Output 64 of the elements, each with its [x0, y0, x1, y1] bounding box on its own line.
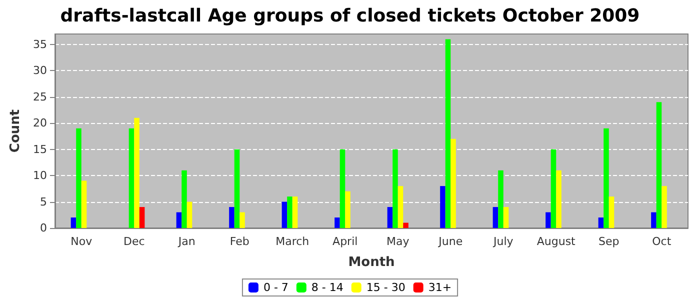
bar	[287, 196, 292, 228]
y-tick-label: 5	[40, 195, 47, 208]
bar	[76, 128, 82, 228]
bar	[403, 222, 408, 228]
x-tick-label: July	[492, 235, 514, 248]
bar	[282, 202, 288, 228]
bar	[234, 149, 240, 228]
bar	[128, 128, 134, 228]
bar	[340, 149, 346, 228]
bar	[387, 207, 393, 228]
x-tick-label: August	[536, 235, 576, 248]
y-tick-label: 20	[33, 116, 47, 130]
bar	[229, 207, 234, 228]
bar	[398, 186, 404, 228]
bar	[345, 191, 350, 228]
bar	[556, 170, 562, 228]
y-axis-title: Count	[8, 109, 24, 153]
bar	[550, 149, 556, 228]
bar	[445, 39, 451, 228]
bar	[182, 170, 187, 228]
x-tick-label: Jan	[177, 235, 196, 248]
x-tick-label: Dec	[123, 235, 145, 248]
legend-label: 31+	[428, 281, 452, 294]
legend-label: 0 - 7	[263, 281, 288, 294]
x-tick-label: Nov	[70, 235, 93, 248]
y-tick-label: 35	[33, 38, 47, 51]
y-tick-label: 25	[33, 90, 47, 104]
x-tick-label: April	[332, 235, 358, 248]
x-tick-label: March	[276, 235, 310, 248]
bar	[498, 170, 504, 228]
bar	[656, 102, 662, 228]
bar	[662, 186, 667, 228]
bar	[292, 196, 298, 228]
y-tick-label: 10	[33, 169, 47, 182]
bar	[598, 218, 604, 228]
bar	[440, 186, 446, 228]
bar	[604, 128, 609, 228]
bar	[546, 212, 551, 228]
x-tick-label: Sep	[598, 235, 620, 248]
bar	[392, 149, 398, 228]
y-tick-label: 15	[33, 142, 47, 156]
y-tick-label: 0	[40, 222, 47, 234]
bar	[134, 118, 140, 228]
x-tick-label: June	[438, 235, 463, 248]
bar	[334, 218, 340, 228]
x-axis-title: Month	[348, 255, 395, 270]
bar	[186, 202, 192, 228]
bar	[81, 180, 87, 228]
bar	[608, 196, 614, 228]
bar	[139, 207, 145, 228]
legend-label: 8 - 14	[311, 281, 344, 294]
bar	[503, 207, 509, 228]
x-tick-label: Feb	[230, 235, 250, 248]
bar	[492, 207, 498, 228]
legend-label: 15 - 30	[366, 281, 406, 294]
bar	[176, 212, 182, 228]
y-tick-label: 30	[33, 64, 47, 78]
x-tick-label: May	[386, 235, 410, 248]
bar	[240, 212, 245, 228]
chart-title: drafts-lastcall Age groups of closed tickets October 2009	[60, 6, 640, 26]
bar	[651, 212, 656, 228]
bar	[450, 138, 456, 228]
x-tick-label: Oct	[652, 235, 672, 248]
bar	[70, 218, 76, 228]
